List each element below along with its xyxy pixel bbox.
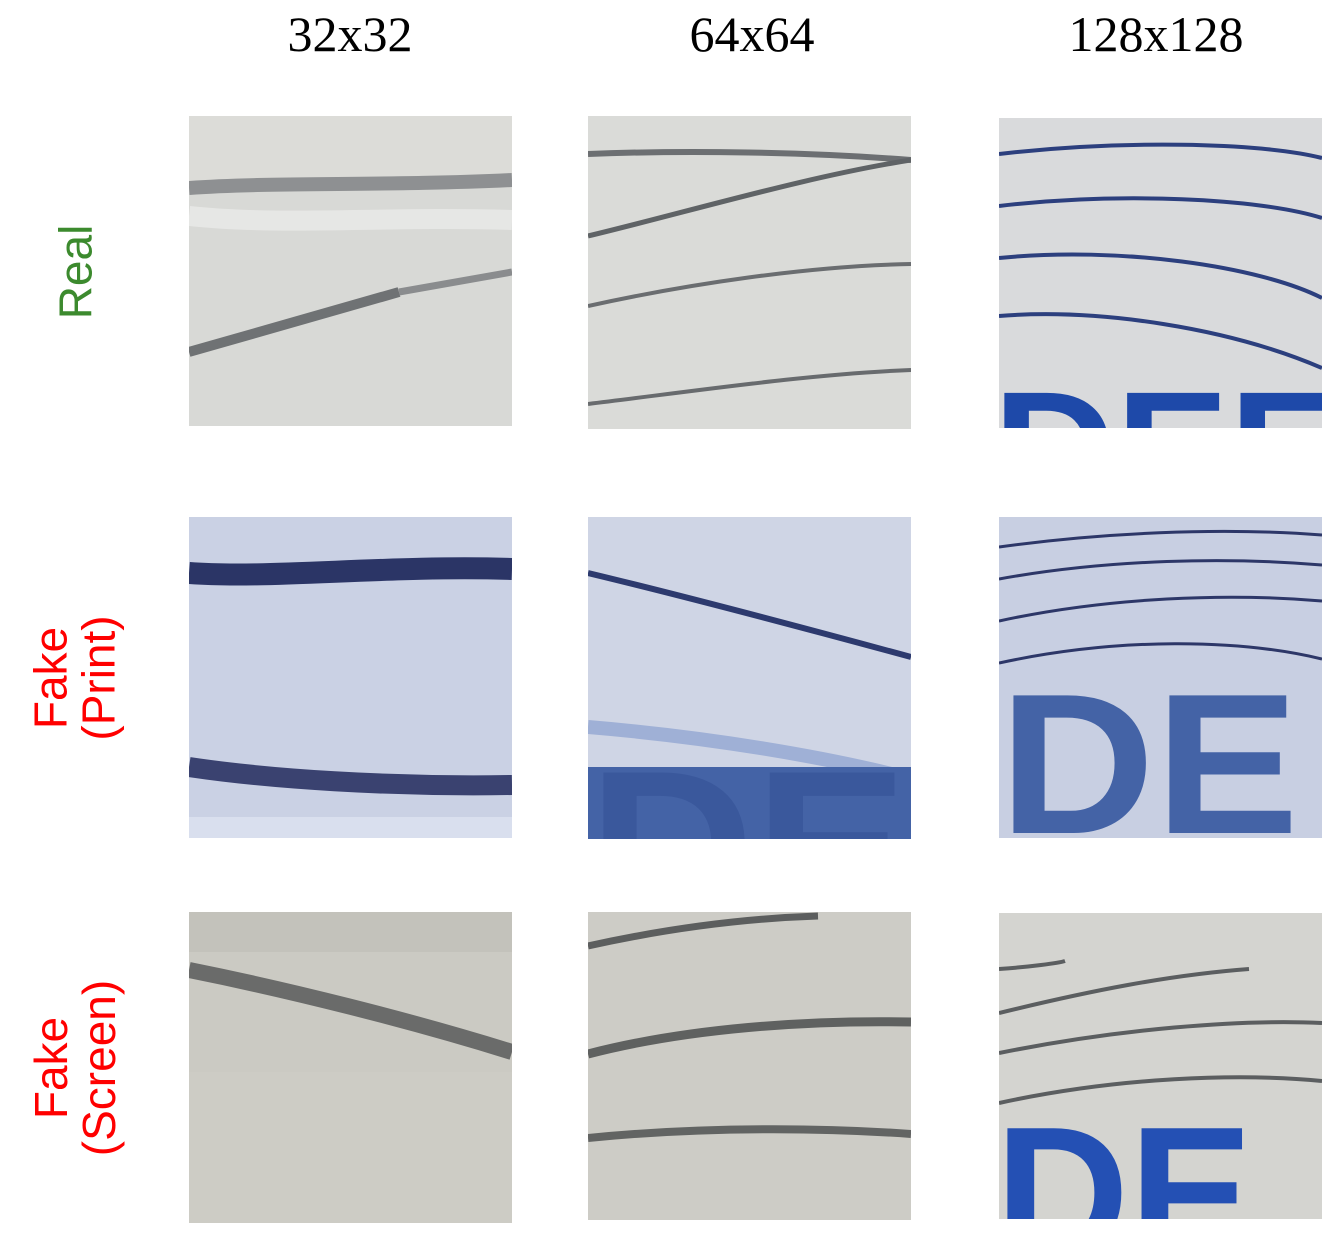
row-label-fake-screen: Fake (Screen): [0, 912, 150, 1224]
row-label-fake-print-line2: (Print): [72, 615, 125, 741]
patch-screen-64: [588, 912, 911, 1220]
row-label-fake-screen-line2: (Screen): [73, 979, 126, 1157]
column-header-64: 64x64: [689, 6, 815, 62]
row-label-fake-print-line1: Fake: [24, 626, 77, 730]
patch-print-64: DE: [588, 517, 911, 839]
patch-real-128-letters: DEF: [999, 358, 1322, 428]
patch-real-32: [189, 116, 512, 426]
row-label-real: Real: [0, 116, 150, 428]
row-label-fake-screen-line1: Fake: [25, 1016, 78, 1120]
row-label-real-text: Real: [48, 224, 101, 320]
patch-screen-128: DE: [999, 913, 1322, 1219]
patch-real-128: DEF: [999, 118, 1322, 428]
column-header-128: 128x128: [1068, 6, 1244, 62]
row-label-fake-print: Fake (Print): [0, 516, 150, 840]
patch-print-128: DE: [999, 517, 1322, 838]
patch-real-64: [588, 116, 911, 429]
patch-print-32: [189, 517, 512, 838]
patch-screen-128-letters: DE: [999, 1088, 1253, 1219]
column-header-32: 32x32: [287, 6, 413, 62]
patch-screen-32: [189, 912, 512, 1223]
patch-print-128-letters: DE: [999, 653, 1299, 838]
patch-print-64-letters: DE: [588, 727, 908, 839]
